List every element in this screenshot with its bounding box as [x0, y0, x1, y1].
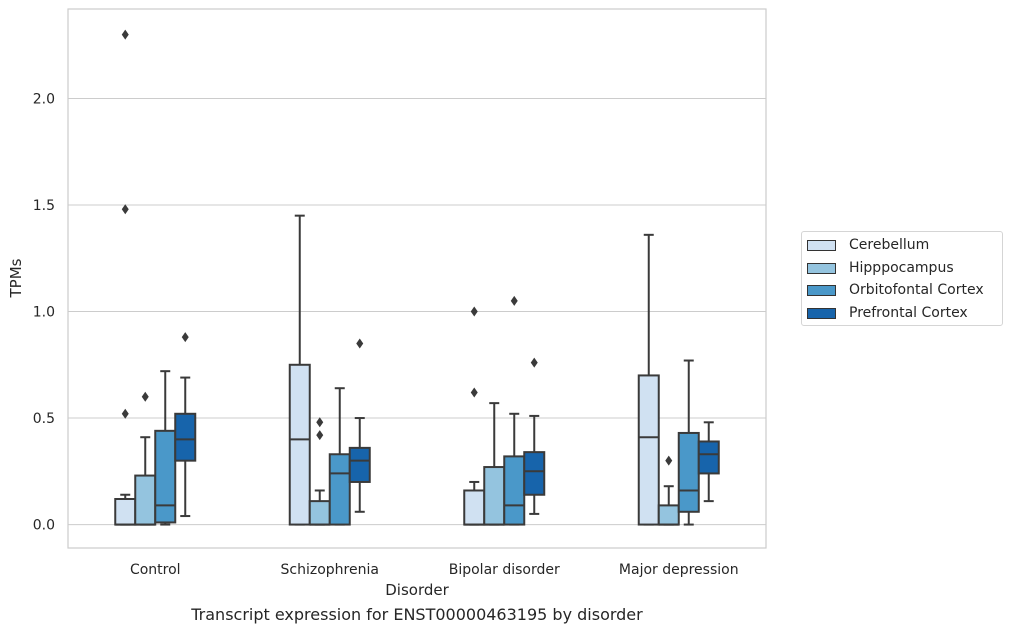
chart-caption: Transcript expression for ENST0000046319… — [191, 605, 643, 624]
box — [677, 359, 700, 526]
box — [697, 421, 720, 503]
box — [114, 29, 137, 526]
box-series — [114, 29, 720, 526]
y-tick-label: 1.5 — [33, 198, 55, 214]
outlier-point — [141, 391, 149, 402]
legend-swatch — [807, 307, 836, 319]
legend-item-prefrontal-cortex: Prefrontal Cortex — [807, 303, 968, 323]
outlier-point — [121, 204, 129, 215]
box — [637, 233, 660, 526]
legend-label: Orbitofontal Cortex — [849, 282, 984, 298]
outlier-point — [530, 357, 538, 368]
box-body — [523, 451, 546, 496]
outlier-point — [356, 338, 364, 349]
outlier-point — [121, 408, 129, 419]
plot-frame — [67, 8, 767, 549]
box — [348, 338, 371, 513]
y-axis-label: TPMs — [7, 258, 25, 298]
x-tick-label: Bipolar disorder — [449, 562, 560, 578]
legend-swatch — [807, 239, 836, 251]
x-tick-label: Schizophrenia — [281, 562, 379, 578]
box — [174, 332, 197, 518]
box — [134, 391, 157, 526]
legend-label: Hipppocampus — [849, 260, 954, 276]
legend-item-hippocampus: Hipppocampus — [807, 258, 954, 278]
y-tick-label: 0.5 — [33, 411, 55, 427]
y-tick-label: 0.0 — [33, 518, 55, 534]
outlier-point — [470, 306, 478, 317]
legend-item-cerebellum: Cerebellum — [807, 235, 929, 255]
box — [483, 402, 506, 526]
outlier-point — [510, 295, 518, 306]
legend-label: Cerebellum — [849, 237, 930, 253]
box — [328, 387, 351, 526]
y-tick-label: 1.0 — [33, 305, 55, 321]
legend-swatch — [807, 284, 836, 296]
box-body — [174, 412, 197, 462]
box — [503, 295, 526, 526]
box — [463, 306, 486, 526]
outlier-point — [316, 417, 324, 428]
box-body — [503, 455, 526, 526]
outlier-point — [665, 455, 673, 466]
legend-swatch — [807, 262, 836, 274]
box-body — [154, 429, 177, 524]
outlier-point — [316, 430, 324, 441]
box — [154, 370, 177, 526]
outlier-point — [470, 387, 478, 398]
outlier-point — [181, 332, 189, 343]
box-body — [657, 504, 680, 526]
box-body — [328, 453, 351, 526]
box-body — [463, 489, 486, 526]
box-body — [483, 466, 506, 526]
box-body — [637, 374, 660, 526]
box — [523, 357, 546, 515]
outlier-point — [121, 29, 129, 40]
x-tick-label: Major depression — [619, 562, 739, 578]
box-body — [308, 500, 331, 526]
box-body — [348, 446, 371, 483]
legend-item-orbitofrontal-cortex: Orbitofontal Cortex — [807, 280, 984, 300]
box — [288, 214, 311, 526]
box — [657, 455, 680, 526]
x-tick-label: Control — [130, 562, 181, 578]
box-body — [697, 440, 720, 475]
box — [308, 417, 331, 526]
legend-label: Prefrontal Cortex — [849, 305, 968, 321]
box-body — [288, 363, 311, 526]
box-body — [114, 498, 137, 526]
box-body — [134, 474, 157, 526]
y-tick-label: 2.0 — [33, 91, 55, 107]
x-axis-label: Disorder — [385, 581, 449, 599]
legend: Cerebellum Hipppocampus Orbitofontal Cor… — [801, 231, 1003, 326]
axes: 0.0 0.5 1.0 1.5 2.0 Control Schizophrenia Bipol… — [33, 8, 767, 578]
box-body — [677, 431, 700, 513]
